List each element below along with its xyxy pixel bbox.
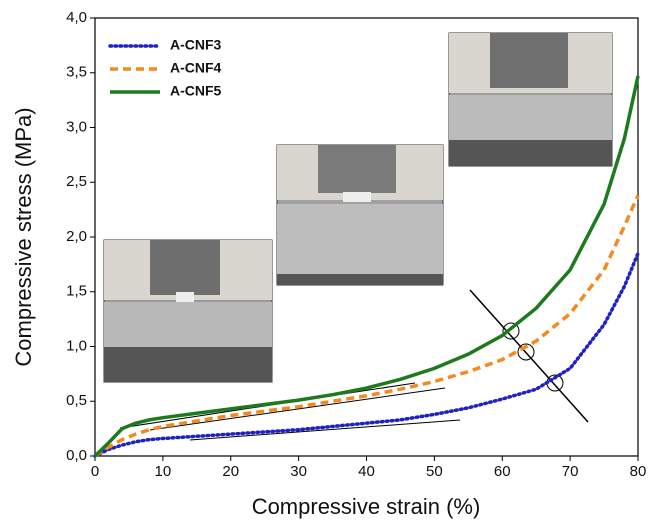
inset-photo xyxy=(103,239,273,383)
y-tick-label: 2,0 xyxy=(66,228,87,245)
y-tick-label: 0,0 xyxy=(66,447,87,464)
legend-label: A-CNF5 xyxy=(170,83,222,99)
x-tick-label: 50 xyxy=(426,463,443,480)
x-tick-label: 30 xyxy=(290,463,307,480)
y-tick-label: 2,5 xyxy=(66,173,87,190)
legend-label: A-CNF4 xyxy=(170,60,222,76)
x-tick-label: 60 xyxy=(494,463,511,480)
y-tick-label: 1,5 xyxy=(66,283,87,300)
x-tick-label: 80 xyxy=(630,463,647,480)
x-axis-title: Compressive strain (%) xyxy=(252,494,481,519)
x-tick-label: 10 xyxy=(155,463,172,480)
inset-photo xyxy=(448,32,613,167)
y-tick-label: 3,5 xyxy=(66,64,87,81)
y-tick-label: 4,0 xyxy=(66,9,87,26)
y-tick-label: 3,0 xyxy=(66,118,87,135)
x-tick-label: 40 xyxy=(358,463,375,480)
series-line xyxy=(93,75,640,458)
inset-photo xyxy=(276,144,444,286)
y-tick-label: 1,0 xyxy=(66,337,87,354)
x-tick-label: 20 xyxy=(222,463,239,480)
x-tick-label: 70 xyxy=(562,463,579,480)
legend-label: A-CNF3 xyxy=(170,37,222,53)
y-axis-title: Compressive stress (MPa) xyxy=(11,107,36,366)
y-tick-label: 0,5 xyxy=(66,392,87,409)
x-tick-label: 0 xyxy=(91,463,99,480)
series-line xyxy=(93,251,640,458)
annotation xyxy=(119,289,589,441)
